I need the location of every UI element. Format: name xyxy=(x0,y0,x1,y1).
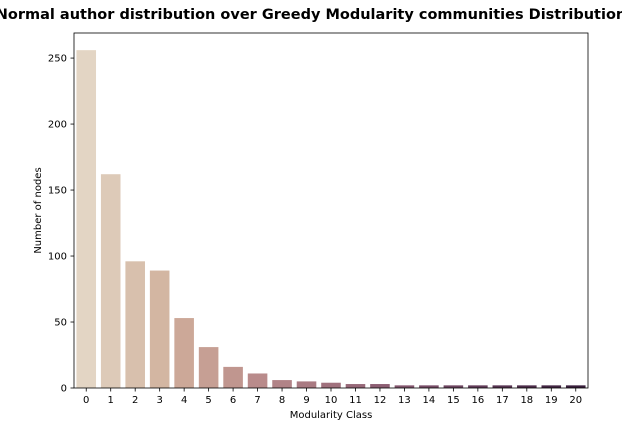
bar-4 xyxy=(174,318,194,388)
y-tick-label: 200 xyxy=(48,120,67,131)
bar-14 xyxy=(419,385,439,388)
chart-title: Normal author distribution over Greedy M… xyxy=(0,7,622,23)
bar-2 xyxy=(125,261,145,388)
bar-6 xyxy=(223,366,243,388)
x-tick-label: 7 xyxy=(254,395,260,406)
x-tick-label: 14 xyxy=(423,395,436,406)
y-axis-ticks: 0 50 100 150 200 250 xyxy=(48,54,74,395)
x-tick-label: 20 xyxy=(569,395,582,406)
x-tick-label: 9 xyxy=(303,395,309,406)
bars-group xyxy=(76,50,586,388)
bar-3 xyxy=(149,270,170,388)
bar-12 xyxy=(370,384,390,388)
x-tick-label: 16 xyxy=(471,395,484,406)
bar-5 xyxy=(198,347,219,388)
y-tick-label: 50 xyxy=(54,318,67,329)
x-tick-label: 12 xyxy=(374,395,387,406)
x-tick-label: 13 xyxy=(398,395,411,406)
x-axis-ticks: 0 1 2 3 4 5 6 7 8 9 10 11 12 13 14 15 16 17 18 19 20 xyxy=(83,388,582,406)
bar-1 xyxy=(100,174,121,388)
bar-9 xyxy=(296,381,317,388)
bar-7 xyxy=(247,373,268,388)
x-tick-label: 18 xyxy=(520,395,533,406)
x-tick-label: 4 xyxy=(181,395,187,406)
bar-11 xyxy=(345,384,366,388)
x-tick-label: 1 xyxy=(108,395,114,406)
y-axis-label: Number of nodes xyxy=(33,167,44,253)
x-axis-label: Modularity Class xyxy=(290,410,373,421)
x-tick-label: 15 xyxy=(447,395,460,406)
bar-19 xyxy=(541,385,562,388)
bar-17 xyxy=(492,385,513,388)
x-tick-label: 11 xyxy=(349,395,362,406)
x-tick-label: 8 xyxy=(279,395,285,406)
x-tick-label: 5 xyxy=(205,395,211,406)
y-tick-label: 100 xyxy=(48,252,67,263)
x-tick-label: 10 xyxy=(325,395,338,406)
x-tick-label: 2 xyxy=(132,395,138,406)
bar-0 xyxy=(76,50,97,388)
y-tick-label: 250 xyxy=(48,54,67,65)
x-tick-label: 17 xyxy=(496,395,509,406)
x-tick-label: 19 xyxy=(545,395,558,406)
bar-10 xyxy=(321,382,341,388)
y-tick-label: 150 xyxy=(48,186,67,197)
x-tick-label: 0 xyxy=(83,395,89,406)
bar-20 xyxy=(565,385,586,388)
bar-15 xyxy=(443,385,464,388)
bar-8 xyxy=(272,380,292,388)
y-tick-label: 0 xyxy=(61,384,67,395)
x-tick-label: 6 xyxy=(230,395,236,406)
x-tick-label: 3 xyxy=(156,395,162,406)
bar-18 xyxy=(517,385,537,388)
bar-13 xyxy=(394,385,415,388)
bar-16 xyxy=(468,385,488,388)
